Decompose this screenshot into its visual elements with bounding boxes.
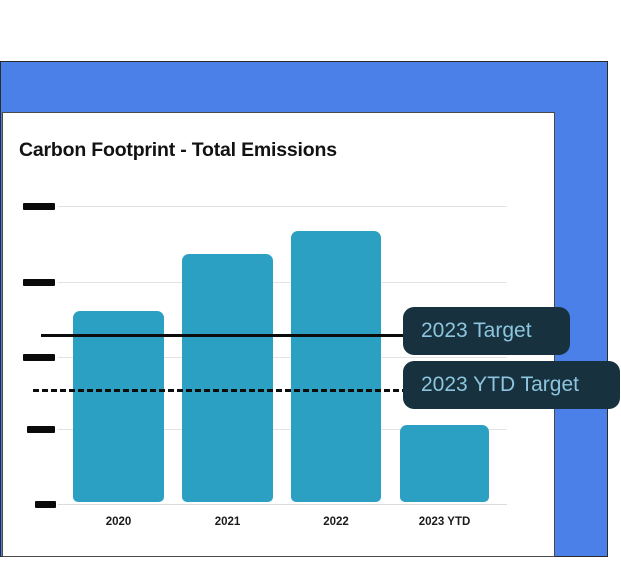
gridline	[58, 429, 507, 430]
x-axis-label-2021: 2021	[214, 516, 241, 528]
axis-baseline	[58, 504, 507, 505]
x-axis-label-2022: 2022	[323, 516, 349, 528]
x-axis-label-2023-ytd: 2023 YTD	[418, 516, 471, 528]
ytd-target-reference-line	[33, 389, 507, 392]
x-axis-label-2020: 2020	[105, 516, 132, 528]
bar-2023-ytd[interactable]	[400, 425, 489, 502]
y-axis-label-redacted	[27, 426, 55, 433]
bar-2021[interactable]	[182, 254, 273, 502]
page-title: Carbon Footprint - Total Emissions	[19, 139, 337, 161]
gridline	[58, 282, 507, 283]
gridline	[58, 206, 507, 207]
target-reference-line	[41, 334, 507, 337]
y-axis-label-redacted	[23, 203, 55, 210]
gridline	[58, 357, 507, 358]
y-axis-label-redacted	[35, 501, 56, 508]
chart-card: Carbon Footprint - Total Emissions 2020 …	[2, 112, 555, 557]
bar-chart-plot-area: 2020 2021 2022 2023 YTD	[3, 113, 554, 556]
callout-2023-target[interactable]: 2023 Target	[403, 307, 570, 355]
y-axis-label-redacted	[23, 279, 55, 286]
bar-2022[interactable]	[291, 231, 381, 502]
bar-2020[interactable]	[73, 311, 164, 502]
y-axis-label-redacted	[23, 354, 55, 361]
callout-2023-ytd-target[interactable]: 2023 YTD Target	[403, 361, 620, 409]
